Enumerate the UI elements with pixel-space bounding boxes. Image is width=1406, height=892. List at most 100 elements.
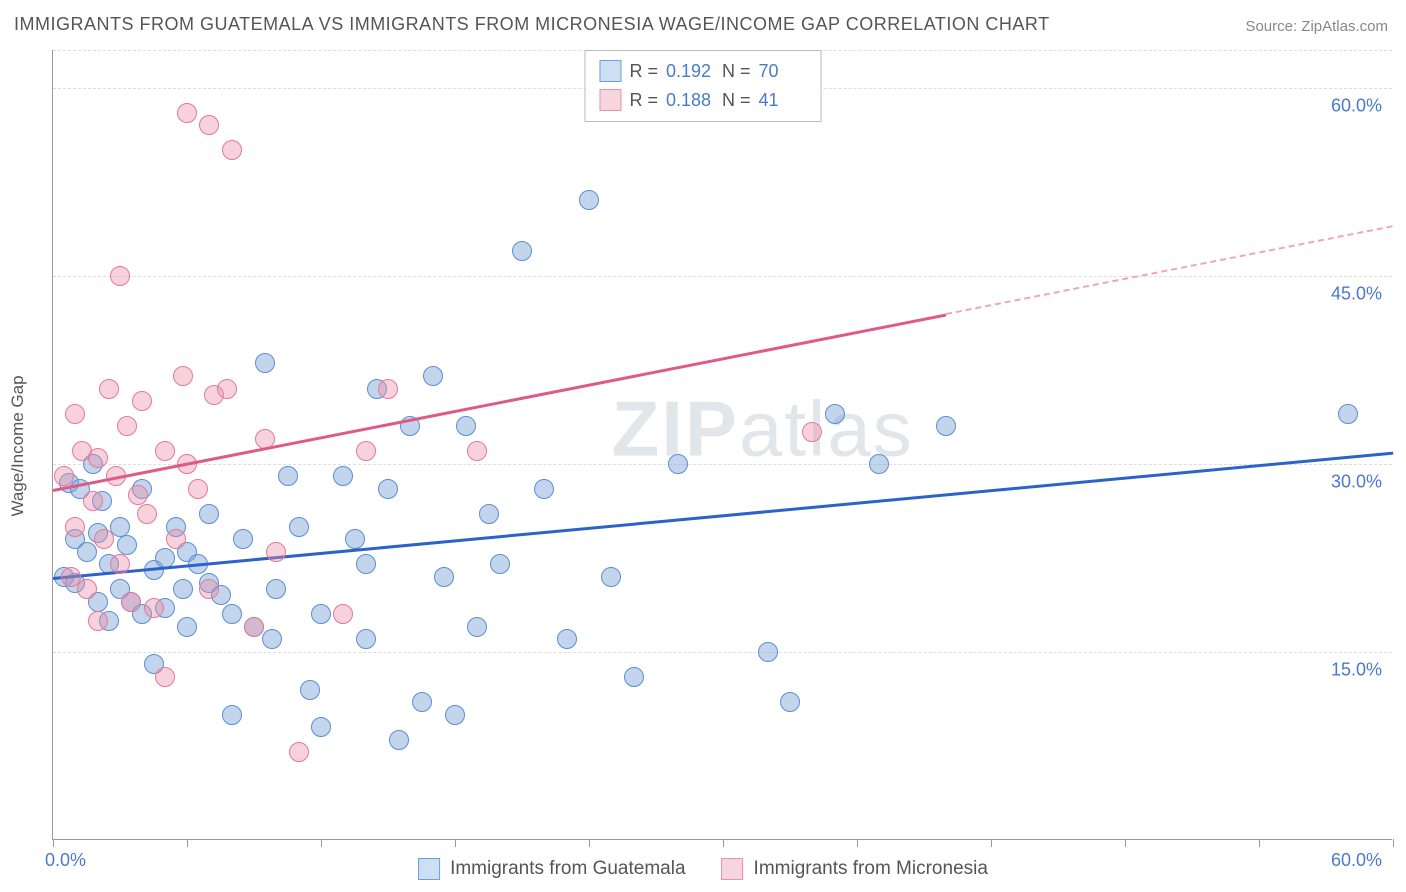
- data-point: [300, 680, 320, 700]
- data-point: [110, 554, 130, 574]
- data-point: [311, 604, 331, 624]
- data-point: [173, 579, 193, 599]
- data-point: [333, 466, 353, 486]
- data-point: [199, 504, 219, 524]
- legend-swatch: [418, 858, 440, 880]
- data-point: [217, 379, 237, 399]
- y-tick-label: 60.0%: [1331, 95, 1382, 116]
- data-point: [412, 692, 432, 712]
- legend-n-label: N =: [722, 57, 751, 86]
- data-point: [222, 140, 242, 160]
- data-point: [155, 667, 175, 687]
- gridline: [53, 652, 1392, 653]
- data-point: [83, 491, 103, 511]
- data-point: [869, 454, 889, 474]
- data-point: [345, 529, 365, 549]
- data-point: [266, 542, 286, 562]
- data-point: [54, 466, 74, 486]
- x-tick: [857, 839, 858, 847]
- data-point: [378, 479, 398, 499]
- x-tick: [1125, 839, 1126, 847]
- correlation-legend: R =0.192N =70R =0.188N =41: [584, 50, 821, 122]
- data-point: [389, 730, 409, 750]
- legend-r-value: 0.192: [666, 57, 714, 86]
- data-point: [132, 391, 152, 411]
- data-point: [188, 479, 208, 499]
- x-tick: [321, 839, 322, 847]
- x-tick: [1393, 839, 1394, 847]
- data-point: [144, 598, 164, 618]
- data-point: [624, 667, 644, 687]
- legend-n-label: N =: [722, 86, 751, 115]
- data-point: [557, 629, 577, 649]
- x-tick: [723, 839, 724, 847]
- data-point: [456, 416, 476, 436]
- data-point: [65, 517, 85, 537]
- y-axis-title: Wage/Income Gap: [8, 375, 28, 516]
- trend-line: [53, 451, 1393, 579]
- data-point: [512, 241, 532, 261]
- data-point: [467, 441, 487, 461]
- data-point: [758, 642, 778, 662]
- y-tick-label: 45.0%: [1331, 283, 1382, 304]
- data-point: [262, 629, 282, 649]
- data-point: [490, 554, 510, 574]
- data-point: [378, 379, 398, 399]
- legend-r-label: R =: [629, 57, 658, 86]
- data-point: [356, 629, 376, 649]
- data-point: [222, 604, 242, 624]
- series-name: Immigrants from Micronesia: [754, 858, 988, 880]
- data-point: [244, 617, 264, 637]
- x-tick: [589, 839, 590, 847]
- series-legend-item: Immigrants from Micronesia: [722, 858, 988, 880]
- data-point: [65, 404, 85, 424]
- data-point: [77, 579, 97, 599]
- data-point: [117, 535, 137, 555]
- data-point: [266, 579, 286, 599]
- x-tick: [991, 839, 992, 847]
- data-point: [121, 592, 141, 612]
- trend-line-dashed: [946, 226, 1393, 316]
- legend-swatch: [599, 89, 621, 111]
- legend-n-value: 41: [759, 86, 807, 115]
- data-point: [289, 517, 309, 537]
- data-point: [155, 441, 175, 461]
- data-point: [434, 567, 454, 587]
- data-point: [467, 617, 487, 637]
- data-point: [173, 366, 193, 386]
- source-label: Source: ZipAtlas.com: [1245, 18, 1388, 35]
- data-point: [534, 479, 554, 499]
- data-point: [166, 529, 186, 549]
- data-point: [94, 529, 114, 549]
- data-point: [356, 441, 376, 461]
- chart-title: IMMIGRANTS FROM GUATEMALA VS IMMIGRANTS …: [14, 14, 1050, 35]
- legend-row: R = 0.192 N = 70: [599, 57, 806, 86]
- legend-row: R =0.188N =41: [599, 86, 806, 115]
- data-point: [199, 115, 219, 135]
- data-point: [668, 454, 688, 474]
- data-point: [222, 705, 242, 725]
- data-point: [88, 448, 108, 468]
- data-point: [802, 422, 822, 442]
- data-point: [825, 404, 845, 424]
- data-point: [479, 504, 499, 524]
- data-point: [1338, 404, 1358, 424]
- data-point: [423, 366, 443, 386]
- data-point: [99, 379, 119, 399]
- data-point: [278, 466, 298, 486]
- data-point: [128, 485, 148, 505]
- x-tick: [187, 839, 188, 847]
- data-point: [77, 542, 97, 562]
- legend-n-value: 70: [759, 57, 807, 86]
- data-point: [780, 692, 800, 712]
- x-min-label: 0.0%: [45, 850, 86, 871]
- series-legend: Immigrants from GuatemalaImmigrants from…: [418, 858, 988, 880]
- y-tick-label: 30.0%: [1331, 471, 1382, 492]
- data-point: [177, 103, 197, 123]
- data-point: [356, 554, 376, 574]
- data-point: [255, 353, 275, 373]
- data-point: [199, 579, 219, 599]
- data-point: [579, 190, 599, 210]
- data-point: [117, 416, 137, 436]
- x-tick: [1259, 839, 1260, 847]
